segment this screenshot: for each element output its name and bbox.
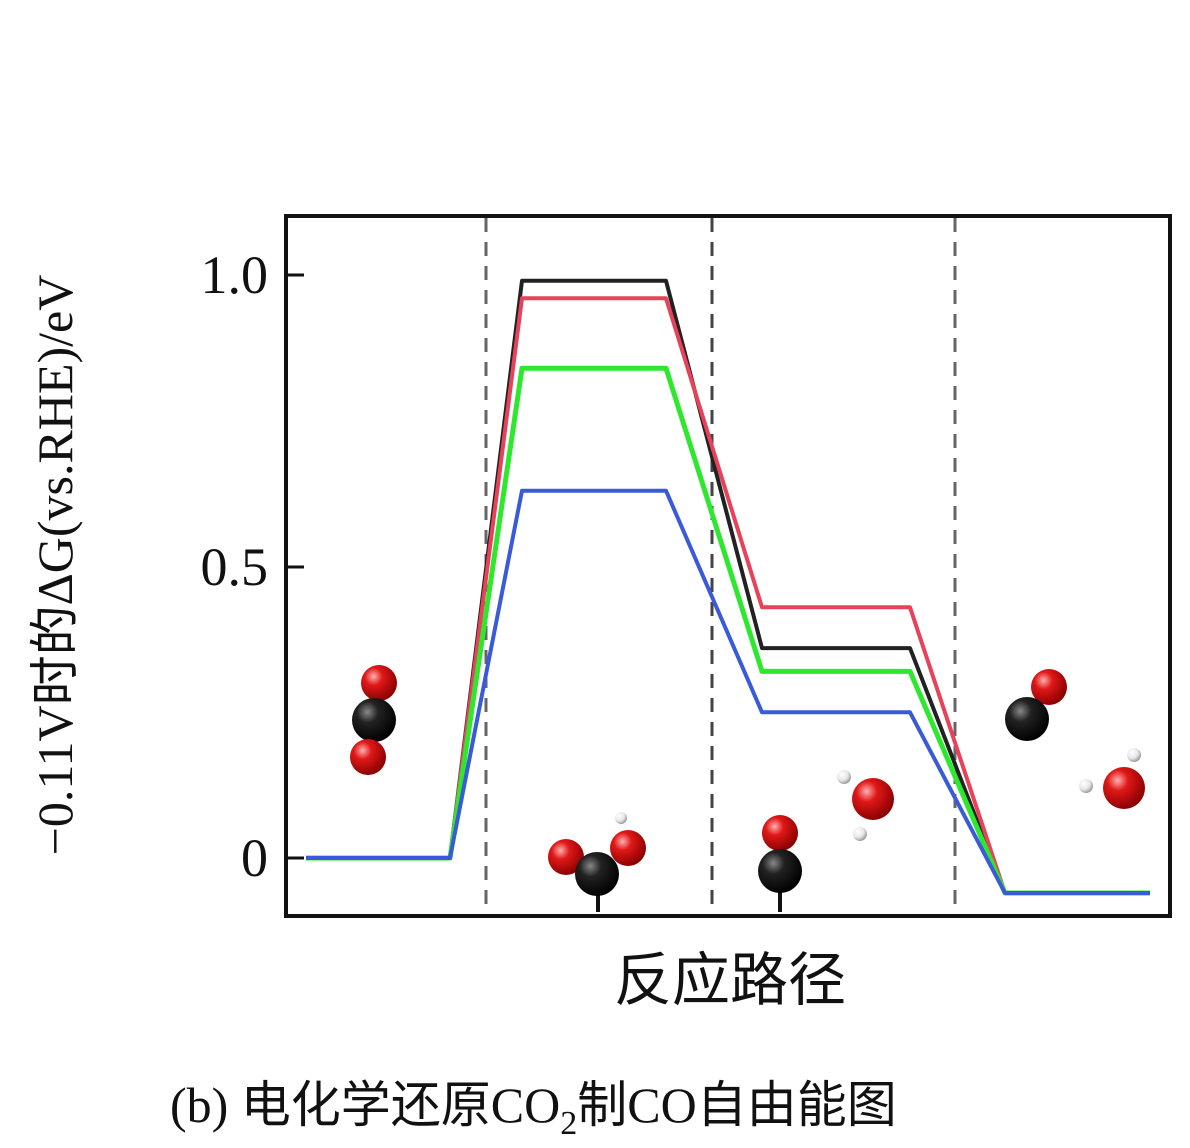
x-axis-label: 反应路径 — [614, 948, 846, 1013]
series-line-4 — [306, 488, 1150, 895]
co-molecule-icon — [1005, 669, 1067, 741]
cooh-adsorbate-icon — [548, 812, 646, 912]
series-line-1 — [306, 278, 1150, 895]
co-adsorbate-icon — [758, 815, 802, 912]
co2-molecule-icon — [350, 665, 397, 775]
caption-subscript: 2 — [560, 1105, 577, 1142]
figure-caption: (b) 电化学还原CO2制CO自由能图 — [170, 1077, 897, 1142]
water-molecule-icon — [837, 770, 894, 841]
y-tick-label: 0.5 — [201, 537, 269, 597]
water-molecule-icon — [1079, 748, 1145, 809]
caption-suffix: 制CO自由能图 — [577, 1077, 896, 1133]
y-tick-label: 0 — [241, 828, 268, 888]
series-line-3 — [306, 365, 1150, 896]
y-axis-label: −0.11V时的ΔG(vs.RHE)/eV — [27, 275, 83, 856]
series-layer — [306, 278, 1150, 896]
series-line-2 — [306, 296, 1150, 895]
y-tick-label: 1.0 — [201, 245, 269, 305]
caption-prefix: (b) 电化学还原CO — [170, 1077, 560, 1133]
plot-frame — [284, 214, 1172, 918]
